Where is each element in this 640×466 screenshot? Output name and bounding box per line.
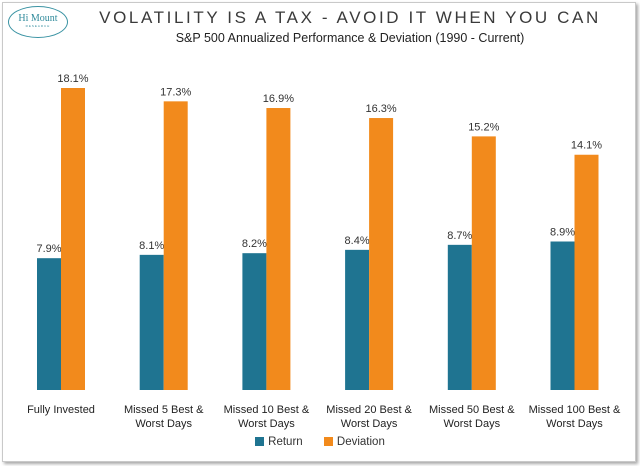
data-label-return: 8.7% [447,230,472,242]
bar-return [345,249,370,390]
category-label: Missed 10 Best & [224,404,310,416]
legend-swatch-deviation [323,437,333,446]
chart-subtitle: S&P 500 Annualized Performance & Deviati… [175,31,525,45]
category-label: Worst Days [238,418,295,430]
category-label: Missed 20 Best & [326,404,412,416]
category-label: Worst Days [546,418,603,430]
bar-return [37,258,61,390]
bar-return [447,244,472,390]
logo-name: Hi Mount [18,13,58,24]
data-label-deviation: 16.9% [263,93,294,105]
data-label-deviation: 18.1% [57,73,88,85]
category-label: Worst Days [135,418,192,430]
category-label: Worst Days [443,418,500,430]
data-label-return: 8.1% [139,240,164,252]
logo-subtitle: RESEARCH [25,24,51,28]
bar-deviation [574,154,599,390]
legend-item-return: Return [255,436,303,448]
category-label: Missed 50 Best & [429,404,515,416]
data-label-return: 8.9% [550,227,575,239]
bar-return [139,254,164,390]
category-label: Missed 5 Best & [124,404,204,416]
bar-deviation [369,118,394,391]
bar-return [242,253,267,390]
data-label-deviation: 16.3% [365,103,396,115]
category-label: Fully Invested [27,404,95,416]
legend-swatch-return [255,437,265,446]
legend-label-deviation: Deviation [336,436,385,448]
bar-deviation [266,108,291,391]
category-label: Missed 100 Best & [529,404,621,416]
data-label-deviation: 17.3% [160,86,191,98]
legend-item-deviation: Deviation [323,436,385,448]
bar-deviation [471,136,496,390]
data-label-return: 8.4% [345,235,370,247]
bar-deviation [163,101,188,390]
data-label-return: 7.9% [36,243,61,255]
legend: Return Deviation [0,436,640,448]
chart-title: VOLATILITY IS A TAX - AVOID IT WHEN YOU … [99,8,601,27]
data-label-deviation: 14.1% [571,140,602,152]
logo: Hi Mount RESEARCH [8,6,68,38]
bar-return [550,241,575,390]
chart-frame [2,2,636,462]
data-label-deviation: 15.2% [468,121,499,133]
legend-label-return: Return [268,436,303,448]
category-label: Worst Days [341,418,398,430]
bar-deviation [61,88,85,390]
data-label-return: 8.2% [242,238,267,250]
